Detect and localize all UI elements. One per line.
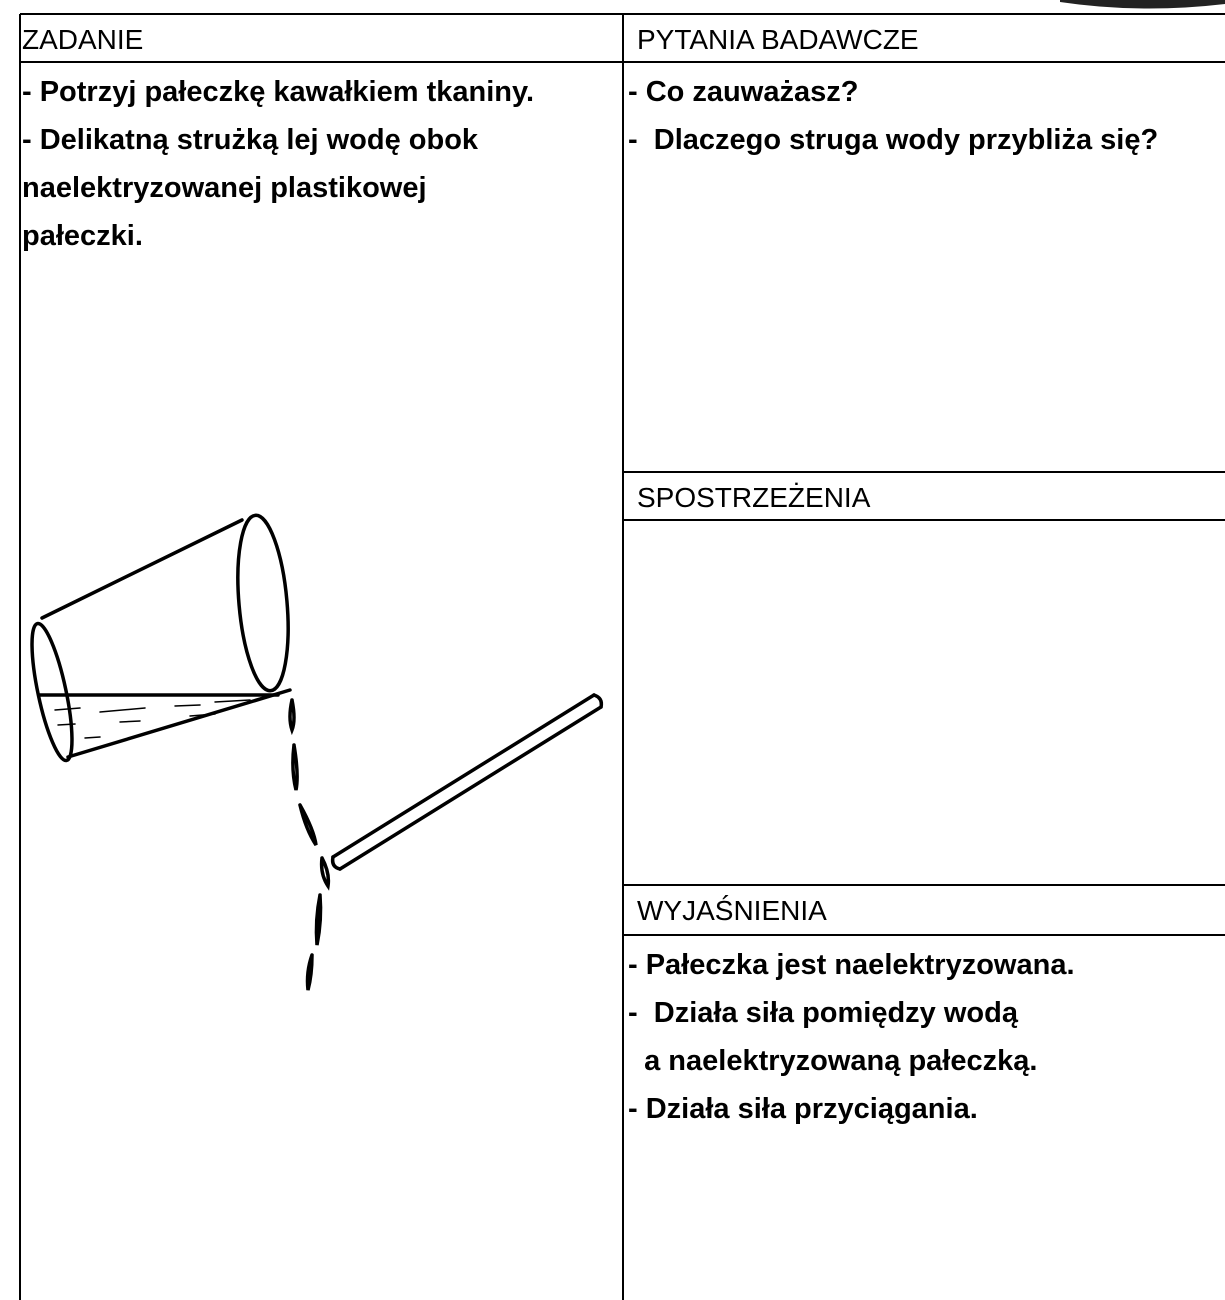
question-line: - Dlaczego struga wody przybliża się? — [628, 124, 1159, 156]
table-borders — [19, 13, 1225, 1300]
task-header: ZADANIE — [22, 24, 144, 55]
explanation-line: - Pałeczka jest naelektryzowana. — [628, 949, 1075, 981]
question-line: - Co zauważasz? — [628, 76, 859, 108]
explanations-header: WYJAŚNIENIA — [637, 895, 827, 926]
questions-header: PYTANIA BADAWCZE — [637, 24, 919, 55]
task-line: naelektryzowanej plastikowej — [22, 172, 427, 204]
observations-header: SPOSTRZEŻENIA — [637, 482, 871, 513]
cropped-image — [1060, 0, 1225, 9]
task-line: pałeczki. — [22, 220, 143, 252]
task-line: - Delikatną strużką lej wodę obok — [22, 124, 479, 156]
explanation-line: - Działa siła pomiędzy wodą — [628, 997, 1018, 1029]
task-line: - Potrzyj pałeczkę kawałkiem tkaniny. — [22, 76, 535, 108]
explanation-line: a naelektryzowaną pałeczką. — [628, 1045, 1038, 1077]
illustration — [30, 513, 604, 991]
explanation-line: - Działa siła przyciągania. — [628, 1093, 978, 1125]
